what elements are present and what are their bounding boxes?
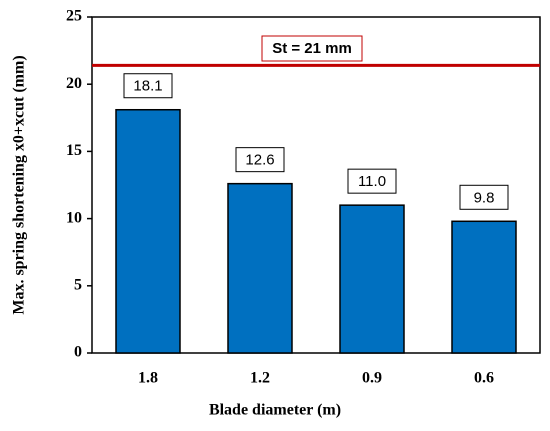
reference-label: St = 21 mm [272,40,352,57]
bar [115,108,181,354]
y-tick-label: 10 [66,209,82,226]
value-label: 18.1 [133,78,162,95]
value-label: 9.8 [474,189,495,206]
value-label-box [347,168,397,194]
x-tick-label: 0.9 [362,370,382,387]
y-tick-label: 0 [74,344,82,361]
y-axis-label: Max. spring shortening x0+xcut (mm) [11,55,28,314]
bar [227,182,293,354]
y-tick-label: 20 [66,75,82,92]
value-label-box [123,73,173,99]
x-tick-label: 1.8 [138,370,158,387]
plot-frame [91,16,541,354]
value-label: 12.6 [245,152,274,169]
y-tick-label: 5 [74,276,82,293]
value-label: 11.0 [358,173,386,190]
bar [339,204,405,354]
x-tick-label: 1.2 [250,370,270,387]
value-label-box [235,147,285,173]
y-tick-label: 25 [66,8,82,25]
reference-label-box [261,35,363,62]
x-tick-label: 0.6 [474,370,494,387]
x-axis-label: Blade diameter (m) [209,402,341,419]
bar [451,220,517,354]
y-tick-label: 15 [66,142,82,159]
value-label-box [459,184,509,210]
